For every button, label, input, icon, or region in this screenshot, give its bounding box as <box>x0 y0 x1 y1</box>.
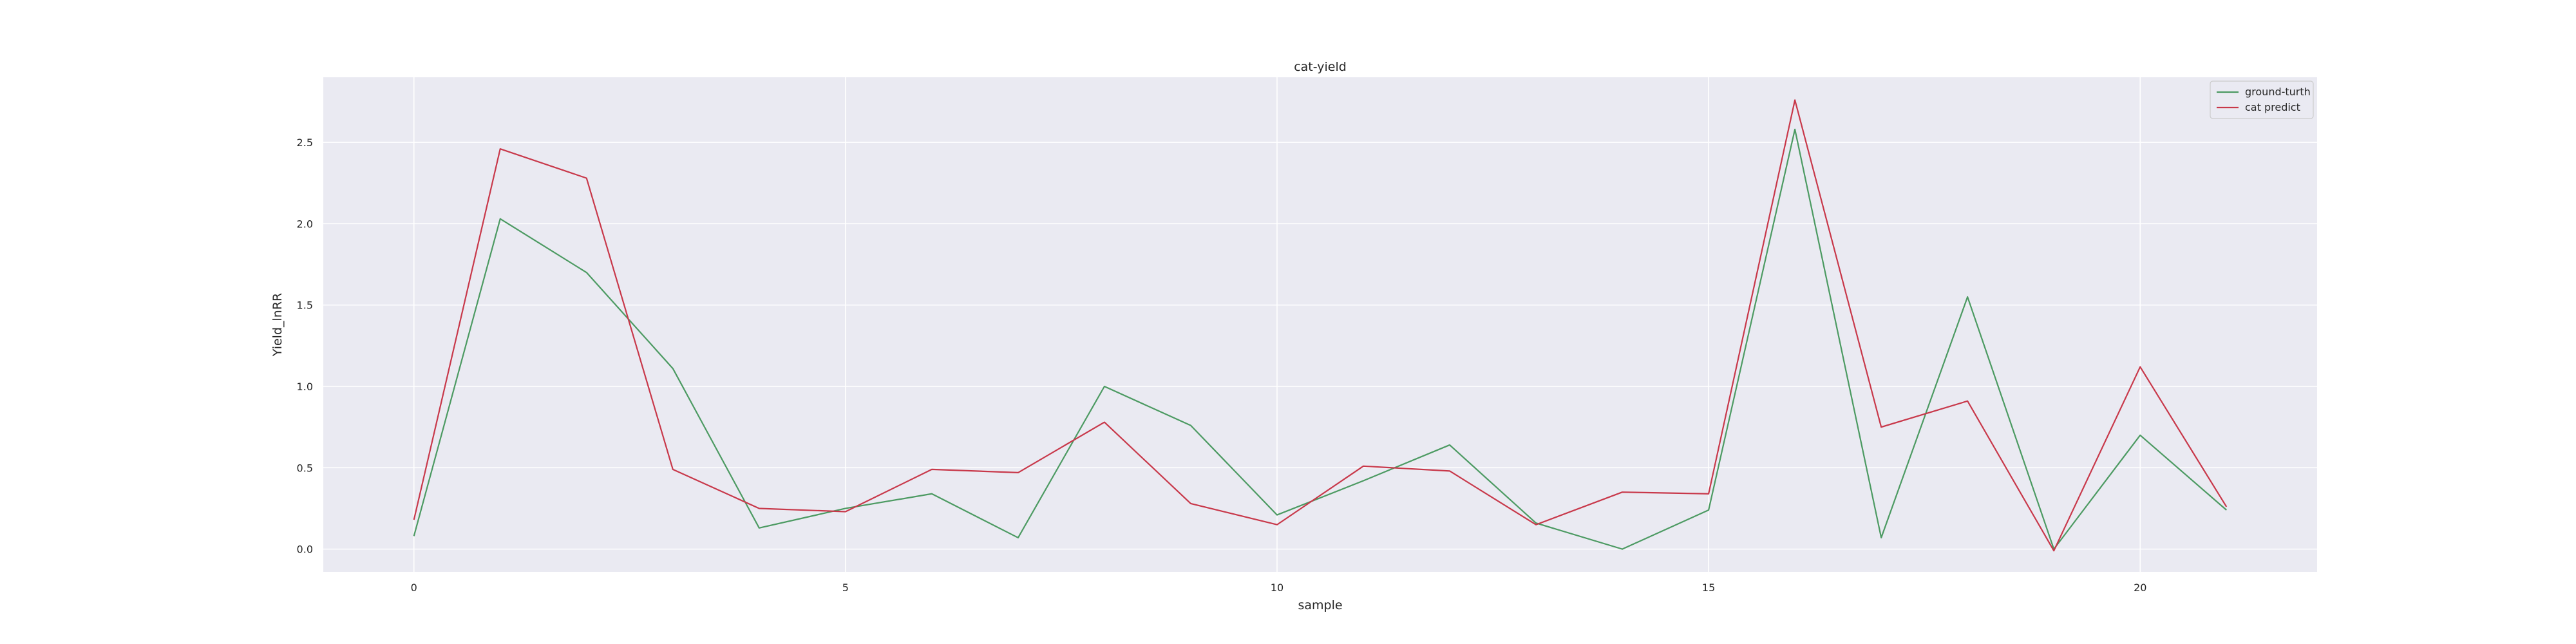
legend-label: ground-turth <box>2245 86 2311 98</box>
y-tick-label: 1.5 <box>297 299 313 312</box>
plot-area <box>323 77 2317 572</box>
x-tick-labels: 0 5 10 15 20 <box>411 582 2147 594</box>
legend-box <box>2210 80 2314 119</box>
x-tick-label: 5 <box>842 582 849 594</box>
legend-label: cat predict <box>2245 101 2300 113</box>
y-axis-label: Yield_lnRR <box>270 293 285 357</box>
x-tick-label: 10 <box>1271 582 1283 594</box>
y-tick-label: 0.5 <box>297 462 313 474</box>
y-tick-label: 1.0 <box>297 381 313 393</box>
series-lines <box>413 99 2228 552</box>
y-tick-label: 2.0 <box>297 218 313 230</box>
y-tick-label: 0.0 <box>297 544 313 556</box>
chart-title: cat-yield <box>1294 60 1347 74</box>
x-tick-label: 15 <box>1702 582 1715 594</box>
y-tick-labels: 0.0 0.5 1.0 1.5 2.0 2.5 <box>297 137 313 556</box>
x-axis-label: sample <box>1298 598 1342 612</box>
series-line-ground-turth <box>413 128 2227 550</box>
x-tick-label: 0 <box>411 582 417 594</box>
series-line-cat-predict <box>413 99 2228 552</box>
grid-lines <box>323 77 2317 572</box>
y-tick-label: 2.5 <box>297 137 313 149</box>
legend: ground-turth cat predict <box>2210 80 2314 119</box>
x-tick-label: 20 <box>2134 582 2146 594</box>
